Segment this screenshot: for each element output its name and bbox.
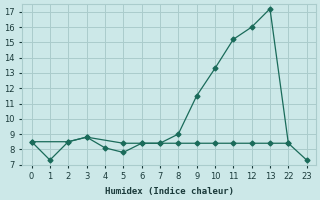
X-axis label: Humidex (Indice chaleur): Humidex (Indice chaleur) (105, 187, 234, 196)
